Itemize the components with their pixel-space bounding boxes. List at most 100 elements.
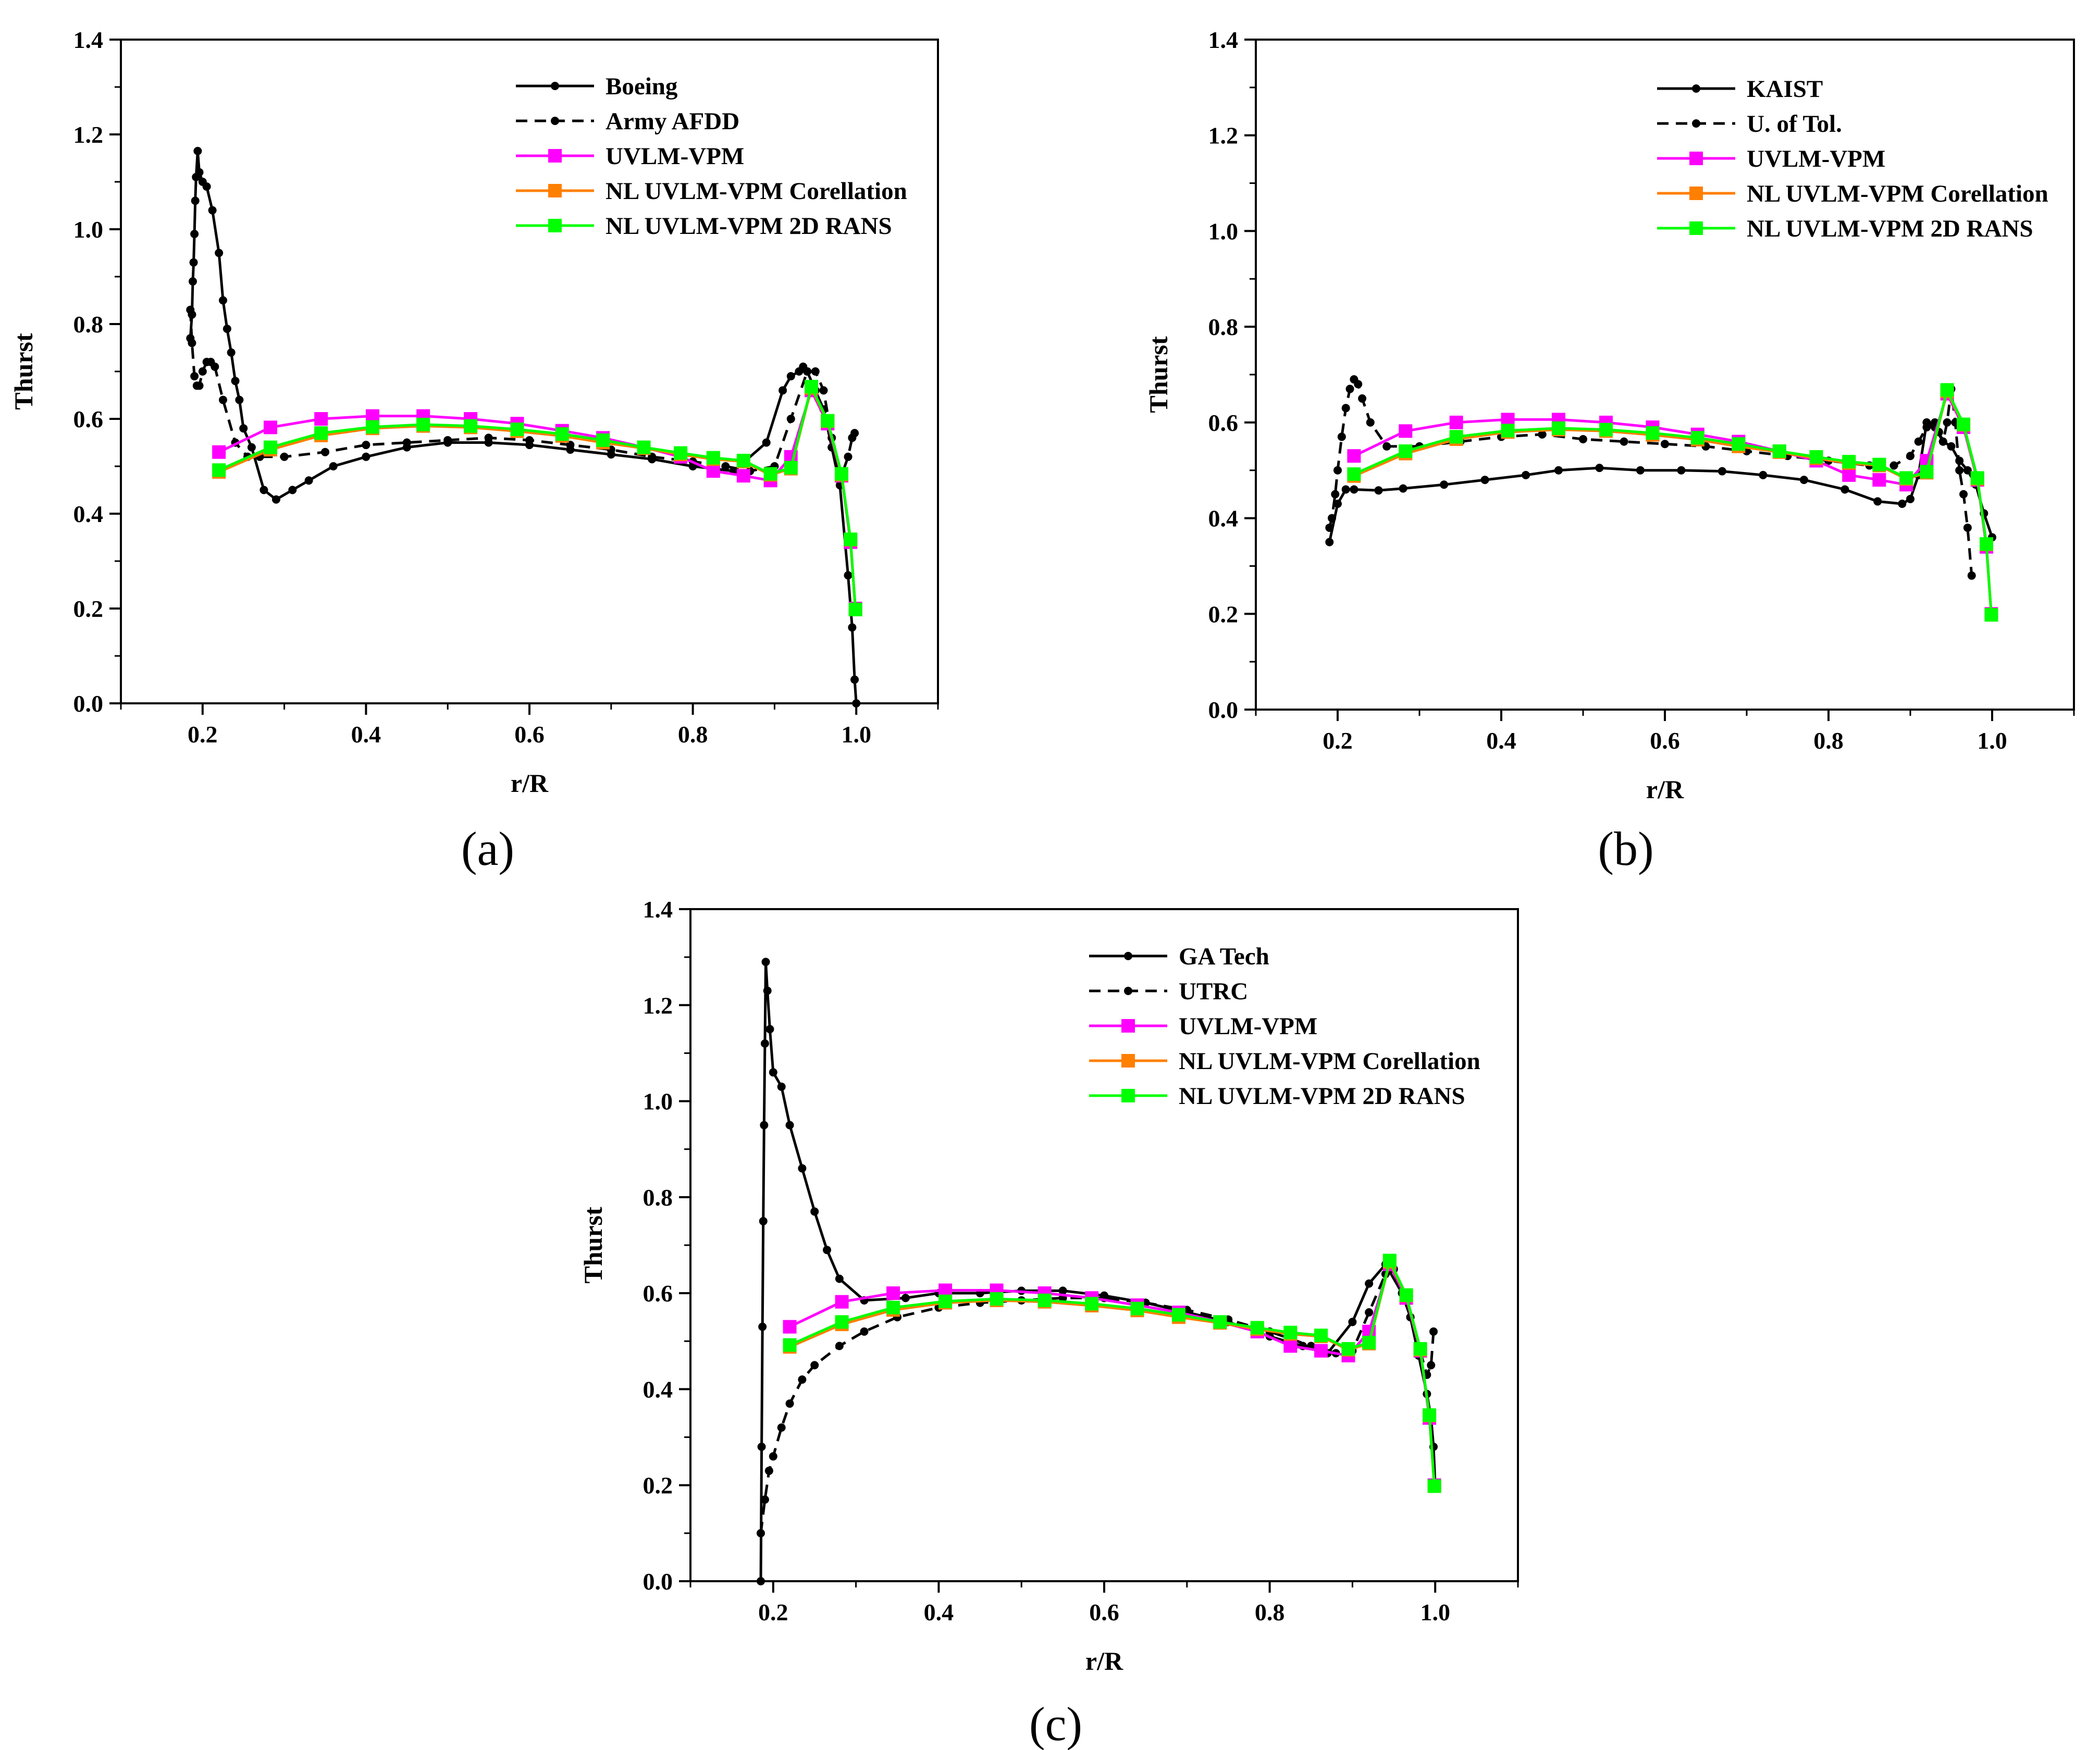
data-point (1554, 466, 1563, 475)
panel-c: 0.2 0.4 0.6 0.8 1.0 0.0 0.2 0.4 0.6 0.8 1.0 1.2 1.4 r… (578, 896, 1519, 1750)
y-tick-label: 1.4 (1208, 27, 1239, 53)
data-point (211, 362, 219, 371)
x-tick-label: 0.8 (1255, 1599, 1285, 1625)
data-point (202, 182, 211, 191)
data-point (860, 1327, 869, 1336)
data-point (190, 230, 199, 239)
data-point (990, 1292, 1004, 1306)
data-point (1347, 467, 1361, 481)
plot-frame (689, 908, 1519, 1582)
data-point (1427, 1479, 1441, 1493)
data-point (1759, 470, 1768, 479)
y-tick-label: 0.0 (1208, 697, 1239, 723)
y-tick-label: 0.8 (73, 311, 104, 338)
data-point (835, 1315, 849, 1329)
data-point (193, 146, 202, 155)
x-tick-label: 0.6 (1089, 1599, 1119, 1625)
data-point (783, 1338, 797, 1352)
series-line (189, 309, 856, 486)
data-point (764, 1467, 773, 1475)
data-point (1314, 1329, 1328, 1343)
series-u-of-tol- (1325, 375, 1976, 580)
data-point (1449, 415, 1463, 429)
data-point (848, 623, 857, 632)
data-point (756, 1529, 765, 1537)
legend-marker (1121, 1089, 1135, 1102)
y-tick-label: 0.4 (643, 1376, 673, 1403)
data-point (314, 426, 328, 440)
data-point (784, 461, 798, 475)
data-point (362, 441, 370, 450)
data-point (1646, 426, 1660, 440)
data-point (1873, 497, 1882, 506)
data-point (1423, 1408, 1437, 1422)
data-point (848, 602, 862, 616)
data-point (1959, 490, 1968, 499)
data-point (1906, 452, 1914, 461)
y-tick-label: 0.0 (643, 1568, 673, 1595)
series-uvlm-vpm (783, 1257, 1441, 1492)
data-point (1809, 450, 1823, 464)
data-point (212, 463, 226, 477)
data-point (314, 412, 328, 426)
x-tick-label: 0.4 (924, 1599, 954, 1625)
data-point (785, 1399, 794, 1408)
x-tick-label: 0.8 (1813, 727, 1844, 754)
data-point (191, 196, 200, 205)
data-point (1984, 608, 1998, 622)
legend-marker (1121, 1019, 1135, 1033)
y-tick-label: 1.0 (1208, 218, 1239, 244)
data-point (819, 386, 828, 395)
data-point (721, 462, 730, 470)
data-point (1358, 394, 1367, 403)
panel-label: (c) (1029, 1697, 1082, 1750)
data-point (1872, 457, 1886, 471)
data-point (329, 462, 338, 470)
data-point (786, 415, 795, 423)
data-point (227, 348, 236, 357)
y-tick-label: 0.2 (73, 595, 104, 622)
data-point (769, 1452, 777, 1461)
data-point (1661, 440, 1669, 449)
data-point (1399, 444, 1413, 458)
data-point (321, 448, 329, 456)
data-point (1579, 435, 1587, 444)
y-tick-label: 1.2 (1208, 122, 1239, 149)
legend-label: Army AFDD (606, 108, 739, 135)
x-tick-label: 0.2 (758, 1599, 788, 1625)
data-point (1348, 1318, 1357, 1326)
y-tick-label: 1.4 (643, 896, 673, 923)
data-point (821, 414, 835, 428)
x-axis-title: r/R (1646, 775, 1684, 804)
data-point (1955, 466, 1964, 475)
data-point (1333, 500, 1342, 508)
data-point (1898, 500, 1907, 508)
data-point (271, 495, 280, 504)
data-point (785, 1121, 794, 1130)
data-point (1171, 1308, 1185, 1322)
data-point (1337, 432, 1346, 441)
data-point (1037, 1293, 1052, 1307)
data-point (1325, 538, 1334, 547)
legend: GA Tech UTRC UVLM-VPM NL UVLM-VPM Corellati… (1089, 943, 1480, 1110)
data-point (637, 440, 651, 454)
data-point (1283, 1339, 1298, 1353)
data-point (1963, 466, 1972, 475)
legend-marker (1692, 84, 1700, 93)
data-point (844, 532, 858, 547)
data-point (1345, 384, 1354, 393)
data-point (1341, 1342, 1355, 1356)
data-point (464, 419, 478, 433)
data-point (1399, 424, 1413, 438)
legend-marker (1124, 987, 1132, 995)
data-point (1940, 383, 1954, 397)
data-point (779, 386, 787, 395)
data-point (901, 1294, 910, 1302)
data-point (1914, 437, 1923, 446)
legend-marker (551, 117, 559, 125)
data-point (596, 433, 610, 447)
data-point (1382, 1253, 1397, 1268)
y-axis-title: Thurst (578, 1207, 608, 1284)
y-tick-label: 1.4 (73, 27, 104, 53)
data-point (852, 699, 861, 708)
